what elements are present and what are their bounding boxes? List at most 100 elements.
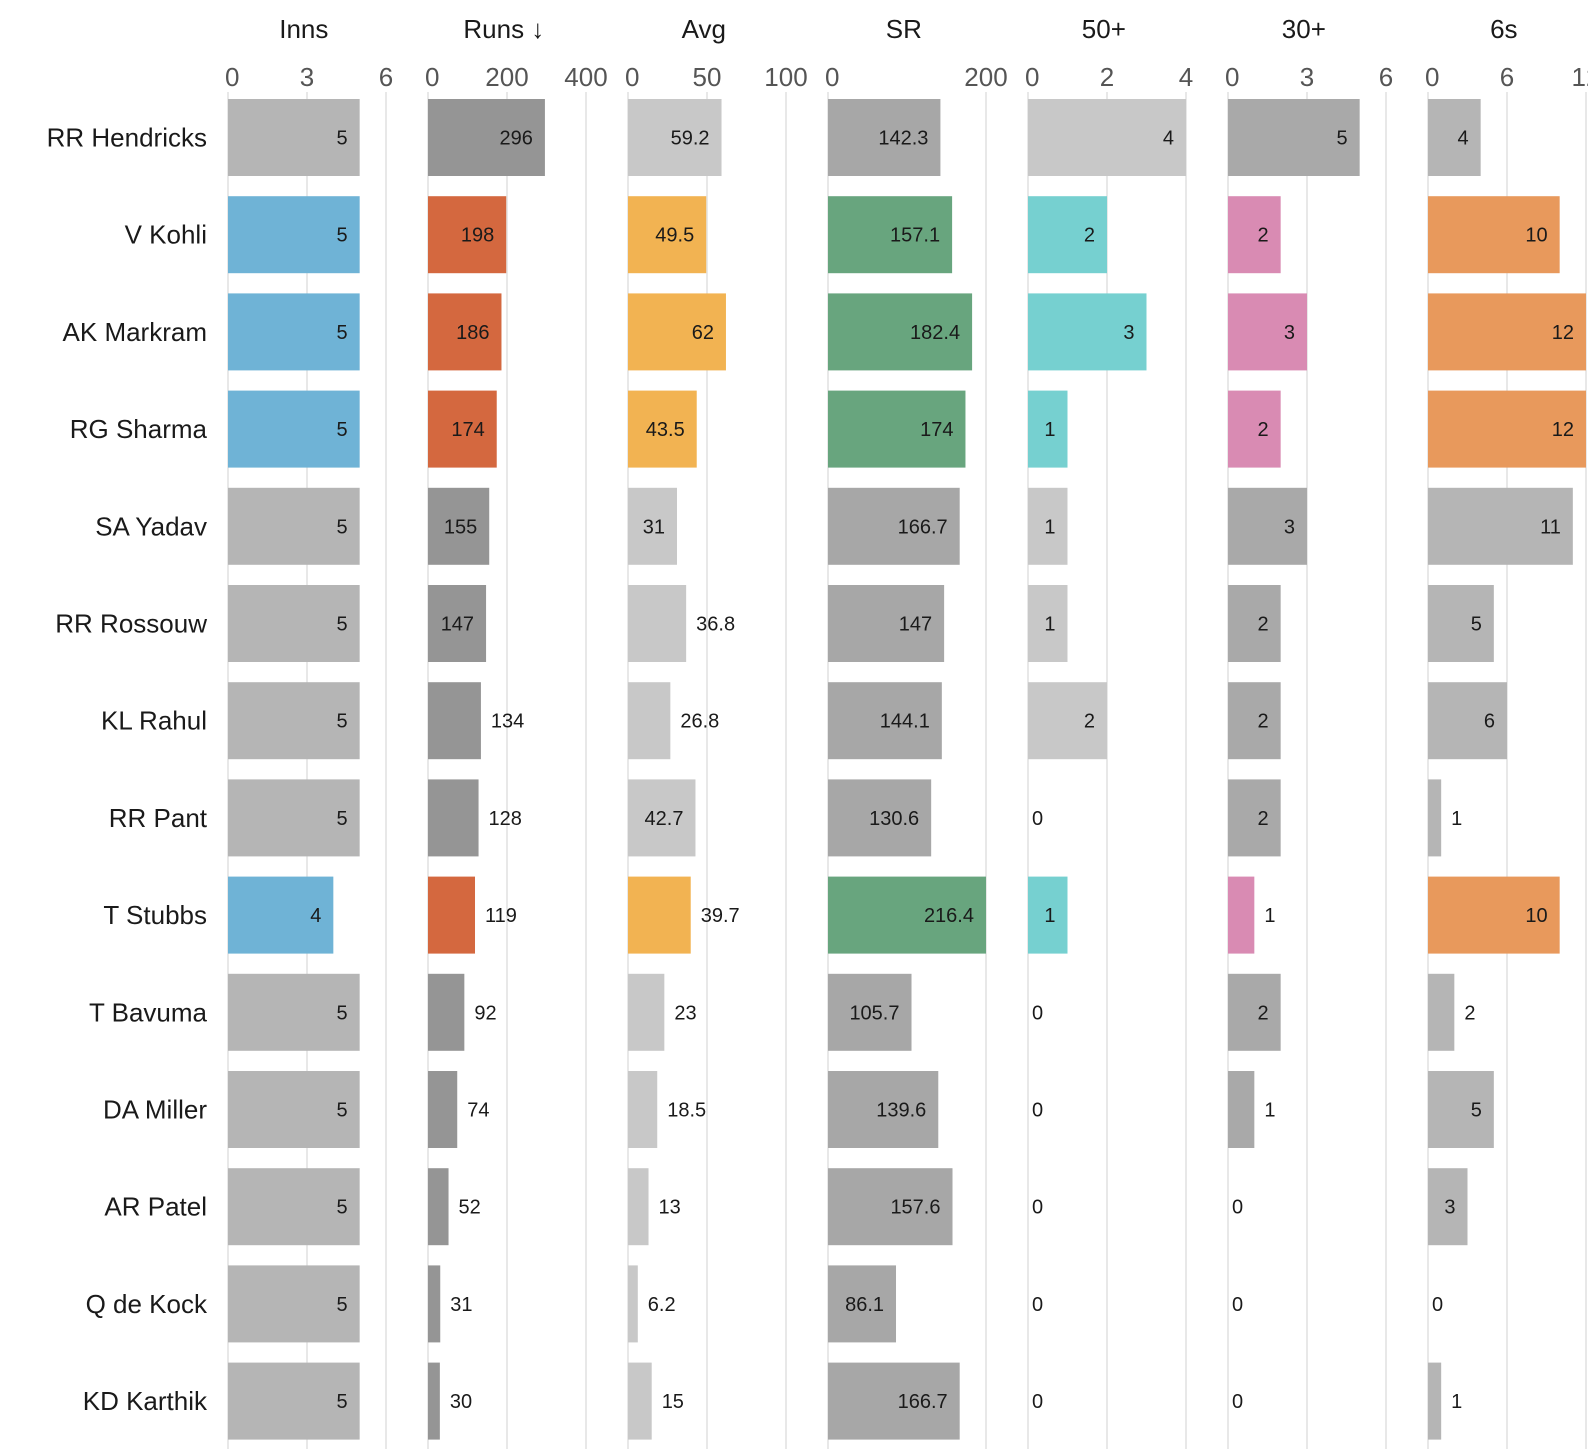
- value-label-runs-t-stubbs: 119: [485, 905, 517, 927]
- value-label-inns-ak-markram: 5: [337, 322, 348, 344]
- tick-label-avg-2: 100: [764, 62, 807, 92]
- value-label-sr-da-miller: 139.6: [876, 1100, 926, 1122]
- bar-sr-kl-rahul: [828, 682, 942, 760]
- bar-6s-da-miller: [1428, 1071, 1494, 1148]
- bar-sr-ak-markram: [828, 293, 973, 371]
- bar-30-kl-rahul: [1228, 682, 1281, 760]
- bar-avg-rr-rossouw: [628, 585, 687, 662]
- bar-avg-rr-hendricks: [628, 99, 722, 176]
- value-label-avg-sa-yadav: 31: [643, 516, 665, 538]
- tick-label-30-2: 6: [1379, 62, 1393, 92]
- bar-50-kl-rahul: [1028, 682, 1107, 760]
- bar-avg-ak-markram: [628, 293, 726, 371]
- column-title-6s: 6s: [1490, 14, 1517, 44]
- bar-avg-t-bavuma: [628, 973, 665, 1051]
- bar-avg-rg-sharma: [628, 390, 697, 468]
- value-label-avg-rr-pant: 42.7: [645, 808, 684, 830]
- bar-avg-rr-pant: [628, 779, 696, 857]
- bar-30-rr-hendricks: [1228, 99, 1360, 176]
- value-label-runs-da-miller: 74: [467, 1100, 489, 1122]
- value-label-runs-t-bavuma: 92: [474, 1002, 496, 1024]
- value-label-avg-ar-patel: 13: [659, 1197, 681, 1219]
- bar-sr-t-bavuma: [828, 973, 912, 1051]
- row-label-rr-pant: RR Pant: [109, 803, 208, 833]
- value-label-30-rr-pant: 2: [1258, 808, 1269, 830]
- value-label-50-sa-yadav: 1: [1044, 516, 1055, 538]
- bar-6s-sa-yadav: [1428, 487, 1573, 565]
- value-label-sr-ar-patel: 157.6: [890, 1197, 940, 1219]
- tick-label-runs-2: 400: [564, 62, 607, 92]
- tick-label-avg-1: 50: [693, 62, 722, 92]
- value-label-30-sa-yadav: 3: [1284, 516, 1295, 538]
- value-label-avg-kl-rahul: 26.8: [680, 711, 719, 733]
- value-label-inns-rr-rossouw: 5: [337, 614, 348, 636]
- bar-50-t-stubbs: [1028, 876, 1068, 954]
- bar-sr-kd-karthik: [828, 1362, 960, 1440]
- value-label-runs-q-de-kock: 31: [450, 1294, 472, 1316]
- row-label-ak-markram: AK Markram: [63, 317, 207, 347]
- bar-runs-rr-pant: [428, 779, 479, 857]
- value-label-avg-q-de-kock: 6.2: [648, 1294, 676, 1316]
- value-label-30-t-bavuma: 2: [1258, 1002, 1269, 1024]
- bar-runs-kl-rahul: [428, 682, 481, 760]
- value-label-inns-t-stubbs: 4: [310, 905, 321, 927]
- bar-30-v-kohli: [1228, 196, 1281, 274]
- value-label-50-q-de-kock: 0: [1032, 1294, 1043, 1316]
- bar-6s-kl-rahul: [1428, 682, 1507, 760]
- value-label-30-da-miller: 1: [1264, 1100, 1275, 1122]
- bar-inns-kl-rahul: [228, 682, 360, 760]
- value-label-sr-rr-pant: 130.6: [869, 808, 919, 830]
- bar-sr-sa-yadav: [828, 487, 960, 565]
- value-label-30-kd-karthik: 0: [1232, 1391, 1243, 1413]
- value-label-inns-kl-rahul: 5: [337, 711, 348, 733]
- value-label-30-v-kohli: 2: [1258, 225, 1269, 247]
- value-label-avg-ak-markram: 62: [692, 322, 714, 344]
- value-label-sr-rg-sharma: 174: [920, 419, 953, 441]
- value-label-30-kl-rahul: 2: [1258, 711, 1269, 733]
- bar-runs-kd-karthik: [428, 1362, 440, 1440]
- value-label-30-t-stubbs: 1: [1264, 905, 1275, 927]
- row-label-rr-hendricks: RR Hendricks: [47, 123, 207, 153]
- bar-runs-da-miller: [428, 1071, 458, 1148]
- bar-inns-q-de-kock: [228, 1265, 360, 1343]
- value-label-sr-sa-yadav: 166.7: [898, 516, 948, 538]
- bar-30-rr-pant: [1228, 779, 1281, 857]
- value-label-6s-ar-patel: 3: [1444, 1197, 1455, 1219]
- bar-50-rr-hendricks: [1028, 99, 1186, 176]
- value-label-50-ak-markram: 3: [1123, 322, 1134, 344]
- row-label-da-miller: DA Miller: [103, 1095, 207, 1125]
- tick-label-inns-1: 3: [300, 62, 314, 92]
- bar-runs-t-bavuma: [428, 973, 465, 1051]
- bar-6s-rr-hendricks: [1428, 99, 1481, 176]
- value-label-avg-rr-rossouw: 36.8: [696, 614, 735, 636]
- value-label-sr-rr-rossouw: 147: [899, 614, 932, 636]
- bar-runs-t-stubbs: [428, 876, 476, 954]
- value-label-6s-kd-karthik: 1: [1451, 1391, 1462, 1413]
- value-label-inns-sa-yadav: 5: [337, 516, 348, 538]
- bar-sr-rr-rossouw: [828, 585, 945, 662]
- value-label-30-rg-sharma: 2: [1258, 419, 1269, 441]
- value-label-sr-t-stubbs: 216.4: [924, 905, 974, 927]
- bar-inns-rg-sharma: [228, 390, 360, 468]
- column-title-runs: Runs ↓: [463, 14, 544, 44]
- value-label-runs-rg-sharma: 174: [451, 419, 484, 441]
- bar-runs-v-kohli: [428, 196, 507, 274]
- value-label-sr-kl-rahul: 144.1: [880, 711, 930, 733]
- value-label-sr-ak-markram: 182.4: [910, 322, 960, 344]
- bar-50-v-kohli: [1028, 196, 1107, 274]
- bar-inns-t-bavuma: [228, 973, 360, 1051]
- bar-avg-sa-yadav: [628, 487, 677, 565]
- bar-runs-rg-sharma: [428, 390, 497, 468]
- value-label-inns-rr-hendricks: 5: [337, 128, 348, 150]
- value-label-avg-da-miller: 18.5: [667, 1100, 706, 1122]
- bar-runs-sa-yadav: [428, 487, 490, 565]
- bar-30-rr-rossouw: [1228, 585, 1281, 662]
- value-label-50-kl-rahul: 2: [1084, 711, 1095, 733]
- value-label-runs-kd-karthik: 30: [450, 1391, 472, 1413]
- value-label-50-kd-karthik: 0: [1032, 1391, 1043, 1413]
- tick-label-50-2: 4: [1179, 62, 1193, 92]
- bar-runs-rr-hendricks: [428, 99, 545, 176]
- tick-label-runs-1: 200: [485, 62, 528, 92]
